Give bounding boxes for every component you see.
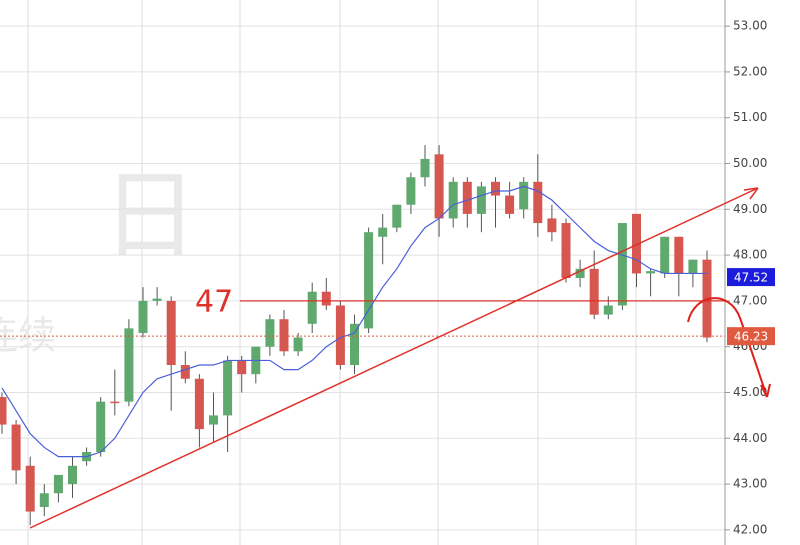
y-tick-label: 49.00 — [733, 202, 767, 216]
candle-body — [660, 236, 670, 274]
candle-body — [96, 401, 106, 453]
curved-arrowhead — [760, 383, 771, 398]
candle-body — [11, 424, 21, 471]
candle-body — [589, 268, 599, 315]
y-tick-label: 45.00 — [733, 385, 767, 399]
price-tag-label: 46.23 — [734, 330, 768, 344]
price-tag — [727, 268, 775, 287]
candle-body — [448, 181, 458, 219]
price-tag — [727, 327, 775, 346]
candle-body — [350, 323, 359, 366]
y-tick-label: 47.00 — [733, 293, 767, 307]
candle-body — [53, 474, 63, 494]
candle-body — [39, 493, 49, 507]
y-tick-label: 43.00 — [733, 477, 767, 491]
watermark: 连续 — [0, 314, 56, 358]
candle-body — [180, 365, 190, 379]
y-tick-label: 50.00 — [733, 156, 767, 170]
candle-body — [307, 291, 317, 324]
candle-body — [124, 328, 134, 402]
candle-body — [646, 271, 656, 274]
candle-body — [237, 360, 247, 375]
candle-body — [265, 319, 275, 347]
y-tick-label: 51.00 — [733, 110, 767, 124]
candle-body — [434, 154, 444, 219]
candle-body — [166, 300, 176, 366]
candle-body — [420, 158, 430, 178]
vertical-grid — [27, 0, 637, 545]
candle-body — [152, 298, 162, 301]
candle-body — [110, 401, 120, 404]
candle-body — [462, 181, 472, 214]
y-tick-label: 52.00 — [733, 64, 767, 78]
candle-body — [561, 223, 571, 278]
candle-body — [0, 397, 7, 425]
candle-body — [25, 465, 35, 512]
level-label: 47 — [195, 284, 233, 319]
candle-body — [378, 227, 388, 237]
candle-body — [632, 213, 641, 274]
y-tick-label: 42.00 — [733, 522, 767, 536]
candle-body — [209, 415, 218, 425]
curved-arrow — [687, 297, 768, 398]
candle-body — [505, 195, 515, 214]
candle-body — [68, 465, 77, 485]
candle-body — [223, 360, 233, 416]
candle-body — [406, 177, 416, 205]
y-tick-label: 53.00 — [733, 19, 767, 33]
candle-body — [533, 181, 543, 224]
candle-body — [519, 181, 529, 210]
y-tick-label: 48.00 — [733, 248, 767, 262]
price-tag-label: 47.52 — [734, 271, 768, 285]
candle-body — [674, 236, 684, 274]
candle-body — [194, 378, 204, 430]
watermark: 日 — [102, 159, 198, 271]
candle-body — [335, 305, 345, 366]
candle-body — [138, 300, 148, 333]
candle-body — [279, 319, 289, 352]
candle-body — [293, 337, 303, 352]
candle-body — [364, 232, 374, 329]
candle-body — [603, 305, 613, 315]
candle-body — [392, 204, 402, 228]
candle-body — [476, 186, 486, 214]
candle-body — [575, 268, 585, 278]
candle-body — [617, 223, 627, 306]
candle-body — [547, 218, 557, 233]
candle-body — [688, 259, 698, 274]
moving-average — [1, 185, 707, 458]
candle-body — [321, 291, 331, 306]
trend-arrowhead — [743, 187, 759, 200]
trend-line — [29, 187, 759, 529]
y-tick-label: 44.00 — [733, 431, 767, 445]
candle-body — [491, 181, 500, 196]
